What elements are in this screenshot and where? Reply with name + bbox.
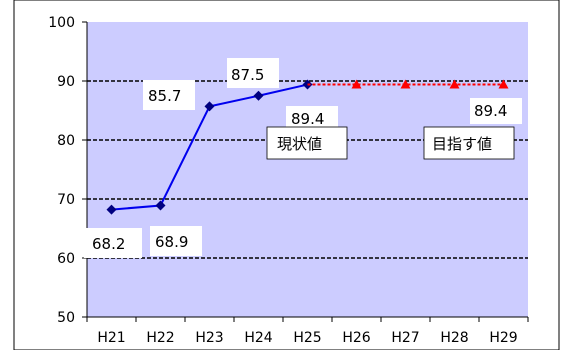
data-label-h25: 89.4 (291, 110, 324, 128)
annotation-target: 目指す値 (432, 135, 492, 153)
x-tick-label-H25: H25 (293, 330, 321, 346)
annotation-target-box (423, 126, 515, 160)
data-label-h21: 68.2 (92, 235, 125, 253)
x-tick-label-H29: H29 (489, 330, 517, 346)
y-tick-label-50: 50 (57, 310, 75, 326)
point-1-H29 (498, 79, 509, 89)
data-label-h29: 89.4 (474, 102, 507, 120)
y-tick-label-90: 90 (57, 74, 75, 90)
point-1-H28 (449, 79, 460, 89)
data-label-h23: 85.7 (148, 87, 181, 105)
plot-area (87, 22, 528, 317)
point-0-H24 (253, 90, 264, 101)
y-tick-labels: 50 60 70 80 90 100 (48, 15, 75, 326)
x-tick-label-H21: H21 (97, 330, 125, 346)
data-label-h24: 87.5 (231, 66, 264, 84)
x-tick-label-H28: H28 (440, 330, 468, 346)
point-0-H23 (204, 101, 215, 112)
x-tick-label-H24: H24 (244, 330, 272, 346)
point-0-H22 (155, 200, 166, 211)
label-bg-68-2 (84, 228, 142, 258)
y-tick-label-70: 70 (57, 192, 75, 208)
y-tick-label-80: 80 (57, 133, 75, 149)
x-tick-label-H26: H26 (342, 330, 370, 346)
point-1-H27 (400, 79, 411, 89)
x-tick-label-H27: H27 (391, 330, 419, 346)
x-tick-label-H23: H23 (195, 330, 223, 346)
x-tick-labels: H21 H22 H23 H24 H25 H26 H27 H28 H29 (97, 330, 517, 346)
annotation-current-box (266, 126, 348, 160)
label-bg-89-4-target (470, 98, 522, 124)
point-0-H21 (106, 204, 117, 215)
series-group (106, 79, 509, 215)
axes (82, 21, 529, 322)
label-bg-87-5 (227, 58, 279, 88)
data-label-h22: 68.9 (155, 233, 188, 251)
label-bg-85-7 (143, 80, 195, 110)
y-tick-label-100: 100 (48, 15, 75, 31)
point-1-H26 (351, 79, 362, 89)
x-tick-label-H22: H22 (146, 330, 174, 346)
annotation-current: 現状値 (277, 135, 322, 153)
label-bg-68-9 (150, 226, 202, 256)
y-tick-label-60: 60 (57, 251, 75, 267)
